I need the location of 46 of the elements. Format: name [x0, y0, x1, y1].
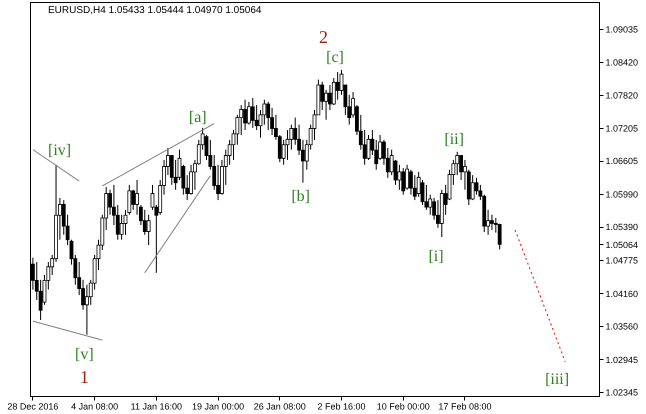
y-tick-label: 1.08420 [606, 58, 638, 68]
annotation: [c] [326, 49, 344, 66]
annotation: [i] [428, 248, 444, 265]
candlestick [490, 214, 494, 230]
x-tick-label: 2 Feb 16:00 [317, 402, 366, 412]
annotation: [a] [188, 109, 207, 126]
annotation: [iv] [48, 142, 72, 159]
annotation: [v] [75, 346, 94, 363]
annotation: [iii] [545, 371, 570, 388]
candlestick [120, 214, 124, 240]
candlestick [470, 174, 475, 201]
y-tick-label: 1.04775 [606, 256, 638, 266]
x-tick-label: 17 Feb 08:00 [438, 402, 492, 412]
candlestick [142, 209, 147, 236]
candlestick [401, 168, 406, 196]
annotation: 2 [319, 27, 328, 47]
annotation: [ii] [444, 131, 464, 148]
y-tick-label: 1.06605 [606, 156, 638, 166]
x-tick-label: 26 Jan 08:00 [254, 402, 306, 412]
candlestick [243, 99, 247, 131]
y-tick-label: 1.04160 [606, 288, 638, 299]
y-tick-label: 1.02945 [606, 354, 638, 365]
chart-title: EURUSD,H4 1.05433 1.05444 1.04970 1.05064 [48, 5, 262, 16]
candlestick [397, 164, 402, 190]
y-tick-label: 1.05390 [606, 222, 638, 232]
x-tick-label: 11 Jan 16:00 [130, 402, 182, 412]
candlestick [146, 214, 151, 246]
candlestick [405, 164, 409, 190]
candlestick [266, 101, 270, 131]
y-tick-label: 1.07205 [606, 124, 638, 134]
y-tick-label: 1.05064 [606, 240, 638, 250]
y-tick-label: 1.03560 [606, 321, 638, 332]
y-tick-label: 1.05990 [606, 190, 638, 200]
y-tick-label: 1.07820 [606, 90, 638, 100]
candlestick [250, 98, 255, 128]
candlestick [85, 284, 89, 336]
annotation: [b] [291, 188, 310, 205]
x-tick-label: 4 Jan 08:00 [71, 402, 118, 412]
y-tick-label: 1.02345 [606, 387, 638, 398]
annotation: 1 [80, 367, 89, 387]
candlestick [336, 72, 340, 100]
y-tick-label: 1.09035 [606, 24, 638, 34]
x-tick-label: 19 Jan 00:00 [192, 402, 244, 412]
x-tick-label: 28 Dec 2016 [7, 402, 58, 412]
x-tick-label: 10 Feb 00:00 [376, 402, 430, 412]
candlestick [424, 184, 428, 210]
